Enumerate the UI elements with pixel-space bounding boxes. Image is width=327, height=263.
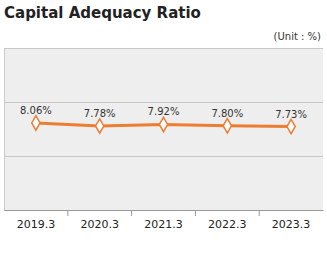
marker [287,119,295,133]
y-tick [4,102,323,103]
separator [131,210,132,216]
marker [32,116,40,130]
x-tick-label: 2020.3 [80,218,119,231]
marker [96,119,104,133]
x-tick-label: 2022.3 [208,218,247,231]
y-tick [4,48,323,49]
y-axis [4,49,323,211]
subtitle: (Unit : %) [274,31,321,42]
data-label: 7.80% [211,108,243,119]
x-axis-line [5,210,324,211]
x-axis: 2019.3 2020.3 2021.3 2022.3 2023.3 [5,210,324,231]
y-axis-line [5,49,324,211]
separator [67,210,68,216]
grid-line [4,156,323,157]
y-tick [4,156,323,157]
plot: 2019.3 2020.3 2021.3 2022.3 2023.3 8.06% 7.78%… [4,48,324,231]
grid-line [4,102,323,103]
data-label: 7.73% [275,109,307,120]
x-tick: 2019.3 [17,210,56,231]
series [32,116,296,134]
grid-line [4,48,323,49]
x-tick-label: 2023.3 [272,218,311,231]
x-tick-label: 2019.3 [17,218,56,231]
grid-line [4,210,323,211]
chart: Capital Adequacy Ratio(Unit : %)2019.320… [0,0,327,263]
data-label: 7.78% [84,108,116,119]
separator [195,210,196,216]
x-tick: 2021.3 [144,210,183,231]
title: Capital Adequacy Ratio [4,4,201,22]
x-tick: 2020.3 [80,210,119,231]
data-label: 7.92% [148,106,180,117]
y-tick [4,210,323,211]
x-tick: 2023.3 [272,210,311,231]
separator [259,210,260,216]
marker [223,119,231,133]
x-tick-label: 2021.3 [144,218,183,231]
x-tick: 2022.3 [208,210,247,231]
plot-background [4,48,323,210]
marker [159,117,167,131]
data-label: 8.06% [20,105,52,116]
